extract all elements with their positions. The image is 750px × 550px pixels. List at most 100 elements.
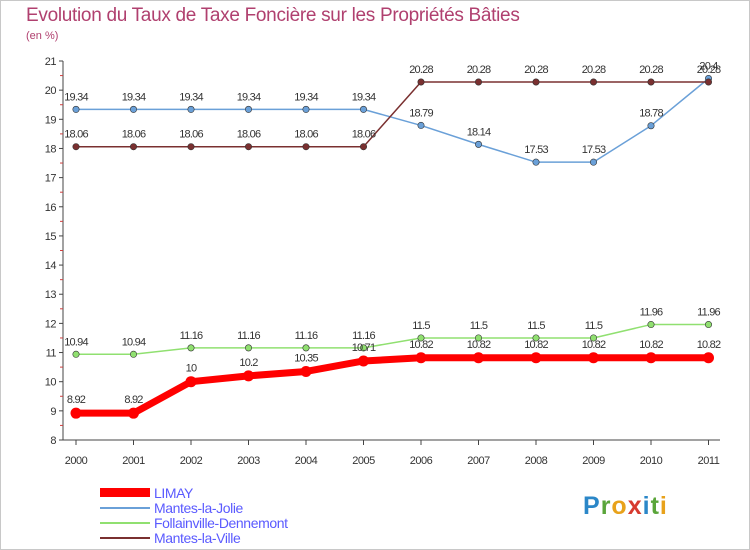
legend-label-mantes-la-ville: Mantes-la-Ville: [154, 529, 241, 546]
legend-swatch-follainville-dennemont: [100, 521, 150, 524]
data-label-limay: 8.92: [67, 394, 86, 406]
data-point-mantes-la-jolie: [589, 158, 597, 166]
data-label-mantes-la-jolie: 19.34: [352, 91, 376, 103]
y-tick-label-11: 11: [46, 348, 57, 360]
y-tick-label-19: 19: [45, 114, 57, 126]
data-point-limay: [243, 370, 254, 382]
x-tick-label-2008: 2008: [525, 455, 548, 467]
data-label-mantes-la-ville: 20.28: [409, 64, 433, 76]
x-tick-label-2010: 2010: [640, 455, 663, 467]
y-tick-label-21: 21: [45, 56, 57, 68]
data-label-follainville-dennemont: 11.96: [640, 307, 663, 319]
data-point-mantes-la-jolie: [359, 105, 367, 113]
data-point-limay: [300, 365, 312, 377]
data-label-mantes-la-jolie: 17.53: [582, 144, 606, 156]
data-point-limay: [530, 352, 542, 364]
data-point-limay: [645, 352, 657, 364]
data-point-mantes-la-ville: [589, 78, 597, 86]
y-tick-label-15: 15: [45, 231, 57, 243]
data-label-follainville-dennemont: 11.5: [412, 320, 430, 332]
data-label-limay: 10.35: [294, 352, 318, 364]
data-point-follainville-dennemont: [72, 350, 80, 358]
data-point-limay: [588, 352, 599, 364]
data-point-mantes-la-jolie: [474, 140, 482, 148]
x-tick-label-2005: 2005: [352, 455, 375, 467]
series-line-limay: [76, 354, 709, 417]
data-label-follainville-dennemont: 11.5: [527, 320, 545, 332]
x-tick-label-2002: 2002: [180, 455, 203, 467]
data-label-limay: 10.71: [352, 342, 376, 354]
data-label-mantes-la-ville: 20.28: [524, 64, 548, 76]
data-label-mantes-la-jolie: 20.4: [699, 60, 718, 72]
y-tick-label-13: 13: [45, 289, 57, 301]
data-label-follainville-dennemont: 11.5: [470, 320, 488, 332]
data-point-follainville-dennemont: [474, 334, 482, 342]
x-tick-label-2001: 2001: [122, 455, 145, 467]
data-point-follainville-dennemont: [532, 334, 540, 342]
data-point-limay: [703, 352, 714, 364]
data-label-follainville-dennemont: 11.96: [697, 307, 720, 319]
data-label-follainville-dennemont: 11.16: [237, 330, 260, 342]
data-point-limay: [415, 352, 427, 364]
data-point-follainville-dennemont: [589, 334, 597, 342]
series-line-follainville-dennemont: [76, 323, 709, 356]
legend-label-follainville-dennemont: Follainville-Dennemont: [154, 514, 288, 531]
y-tick-label-20: 20: [45, 85, 57, 97]
data-point-mantes-la-ville: [359, 143, 367, 151]
y-tick-label-14: 14: [45, 260, 57, 272]
legend-item-limay: LIMAY: [100, 485, 288, 501]
x-tick-label-2004: 2004: [295, 455, 318, 467]
data-label-follainville-dennemont: 11.16: [295, 330, 318, 342]
series-points: [70, 74, 714, 419]
data-point-mantes-la-ville: [647, 78, 655, 86]
legend-swatch-mantes-la-ville: [100, 536, 150, 539]
x-tick-label-2007: 2007: [467, 455, 490, 467]
data-label-limay: 10: [186, 363, 197, 375]
data-point-mantes-la-jolie: [245, 105, 253, 113]
series-line-mantes-la-jolie: [76, 77, 709, 163]
y-tick-label-18: 18: [45, 143, 57, 155]
data-point-follainville-dennemont: [417, 334, 425, 342]
data-label-mantes-la-ville: 18.06: [294, 129, 318, 141]
x-tick-label-2003: 2003: [237, 455, 260, 467]
data-label-mantes-la-jolie: 18.79: [409, 107, 433, 119]
data-label-mantes-la-ville: 18.06: [64, 129, 88, 141]
data-label-mantes-la-jolie: 19.34: [179, 91, 203, 103]
legend-label-mantes-la-jolie: Mantes-la-Jolie: [154, 499, 243, 516]
data-point-mantes-la-ville: [187, 143, 195, 151]
y-tick-label-9: 9: [50, 406, 56, 418]
data-label-mantes-la-ville: 20.28: [697, 64, 721, 76]
data-label-mantes-la-jolie: 18.78: [639, 108, 663, 120]
data-label-follainville-dennemont: 10.94: [64, 336, 88, 348]
data-point-limay: [70, 407, 82, 419]
data-point-mantes-la-ville: [532, 78, 540, 86]
series-line-mantes-la-ville: [76, 81, 709, 148]
data-label-limay: 10.82: [409, 339, 433, 351]
data-point-mantes-la-ville: [130, 143, 138, 151]
data-point-mantes-la-ville: [302, 143, 310, 151]
legend-item-mantes-la-jolie: Mantes-la-Jolie: [100, 499, 288, 516]
data-label-mantes-la-jolie: 19.34: [122, 91, 146, 103]
proxiti-logo: Proxiti: [583, 492, 668, 520]
y-tick-label-8: 8: [50, 435, 56, 447]
data-label-mantes-la-ville: 18.06: [237, 129, 261, 141]
data-label-mantes-la-ville: 18.06: [122, 129, 146, 141]
y-tick-label-12: 12: [45, 318, 57, 330]
data-label-mantes-la-ville: 20.28: [467, 64, 491, 76]
chart-title: Evolution du Taux de Taxe Foncière sur l…: [26, 5, 520, 26]
data-label-follainville-dennemont: 11.16: [352, 330, 375, 342]
data-point-mantes-la-jolie: [130, 105, 138, 113]
data-point-mantes-la-jolie: [647, 122, 655, 130]
data-label-mantes-la-jolie: 17.53: [524, 144, 548, 156]
legend-swatch-limay: [100, 488, 150, 497]
legend-item-follainville-dennemont: Follainville-Dennemont: [100, 514, 288, 531]
data-point-mantes-la-ville: [417, 78, 425, 86]
data-point-limay: [185, 376, 197, 388]
legend-item-mantes-la-ville: Mantes-la-Ville: [100, 529, 288, 546]
data-point-follainville-dennemont: [704, 321, 712, 329]
data-point-mantes-la-jolie: [72, 105, 80, 113]
data-point-mantes-la-ville: [72, 143, 80, 151]
data-label-limay: 10.2: [239, 357, 258, 369]
